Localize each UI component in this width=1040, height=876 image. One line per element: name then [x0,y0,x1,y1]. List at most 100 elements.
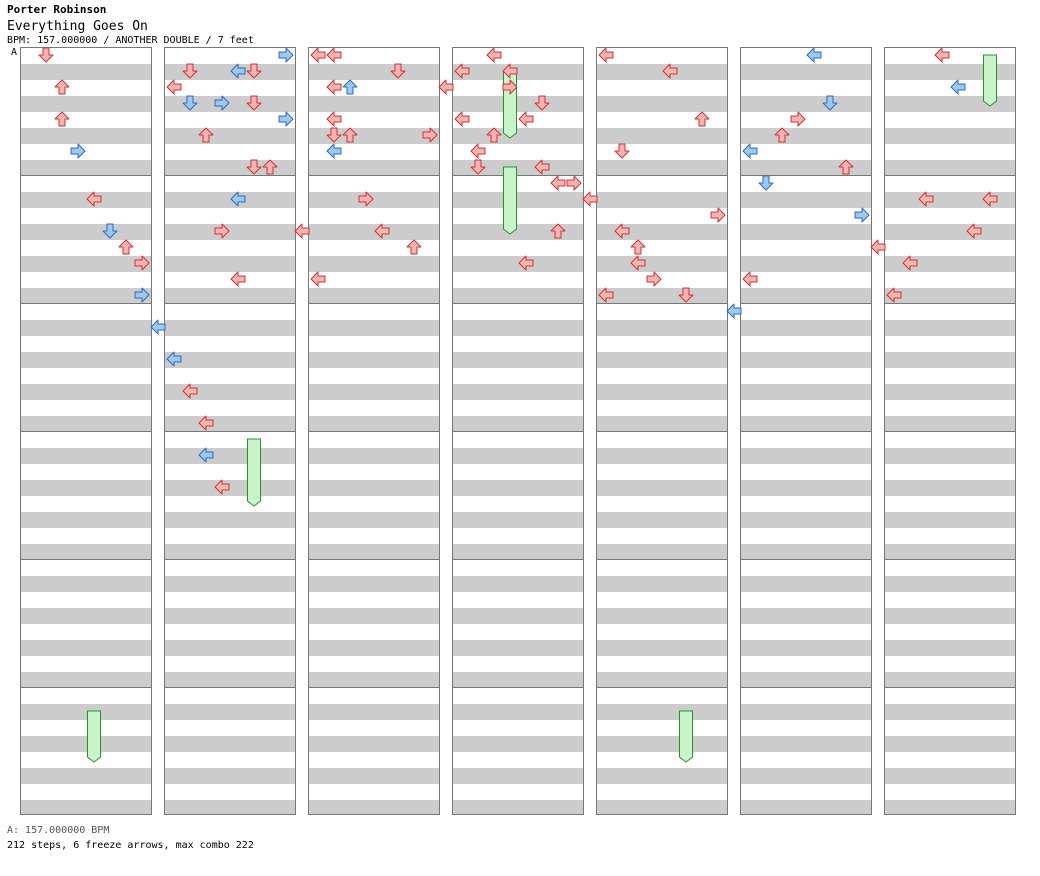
arrow-undefined-icon [550,175,566,191]
arrow-undefined-icon [294,223,310,239]
arrow-left-icon [598,47,614,63]
arrow-undefined-icon [886,287,902,303]
arrow-undefined-icon [326,47,342,63]
arrow-right-icon [710,207,726,223]
arrow-left-icon [310,47,326,63]
chart-column-5 [596,47,728,815]
measure-line [21,303,151,304]
arrow-right-icon [422,127,438,143]
measure-line [597,175,727,176]
arrow-left-icon [518,255,534,271]
arrow-right-icon [790,111,806,127]
measure-line [165,559,295,560]
arrow-up-icon [630,239,646,255]
arrow-undefined-icon [598,287,614,303]
measure-line [885,559,1015,560]
arrow-undefined-icon [918,191,934,207]
arrow-right-icon [646,271,662,287]
freeze-arrow [679,710,693,763]
arrow-up-icon [550,223,566,239]
arrow-undefined-icon [438,79,454,95]
chart-info: BPM: 157.000000 / ANOTHER DOUBLE / 7 fee… [7,35,254,46]
arrow-undefined-icon [310,271,326,287]
arrow-left-icon [374,223,390,239]
arrow-right-icon [854,207,870,223]
arrow-left-icon [86,191,102,207]
arrow-right-icon [134,255,150,271]
measure-line [21,175,151,176]
arrow-right-icon [566,175,582,191]
arrow-down-icon [758,175,774,191]
measure-line [165,687,295,688]
arrow-right-icon [214,223,230,239]
chart-column-3 [308,47,440,815]
measure-line [21,559,151,560]
measure-line [21,431,151,432]
measure-line [741,303,871,304]
measure-line [741,175,871,176]
arrow-down-icon [102,223,118,239]
measure-line [453,559,583,560]
arrow-down-icon [182,95,198,111]
arrow-down-icon [614,143,630,159]
arrow-down-icon [182,63,198,79]
measure-line [741,431,871,432]
chart-column-7 [884,47,1016,815]
arrow-up-icon [198,127,214,143]
arrow-up-icon [342,79,358,95]
freeze-arrow [503,166,517,235]
measure-line [597,559,727,560]
arrow-down-icon [822,95,838,111]
arrow-undefined-icon [966,223,982,239]
arrow-down-icon [678,287,694,303]
arrow-up-icon [262,159,278,175]
arrow-undefined-icon [518,111,534,127]
arrow-right-icon [278,111,294,127]
arrow-down-icon [246,63,262,79]
arrow-undefined-icon [214,479,230,495]
arrow-right-icon [502,79,518,95]
bpm-summary: A: 157.000000 BPM [7,825,110,836]
measure-line [597,431,727,432]
arrow-left-icon [166,79,182,95]
measure-line [885,687,1015,688]
arrow-down-icon [390,63,406,79]
arrow-undefined-icon [502,63,518,79]
measure-line [165,175,295,176]
arrow-right-icon [70,143,86,159]
measure-line [309,175,439,176]
arrow-down-icon [326,127,342,143]
arrow-left-icon [662,63,678,79]
arrow-undefined-icon [630,255,646,271]
arrow-left-icon [806,47,822,63]
measure-line [309,559,439,560]
arrow-up-icon [54,79,70,95]
measure-line [453,175,583,176]
arrow-undefined-icon [726,303,742,319]
arrow-undefined-icon [614,223,630,239]
measure-line [165,303,295,304]
measure-line [453,303,583,304]
arrow-undefined-icon [534,159,550,175]
chart-column-1 [20,47,152,815]
arrow-up-icon [486,127,502,143]
measure-line [453,431,583,432]
freeze-arrow [247,438,261,507]
arrow-up-icon [774,127,790,143]
arrow-undefined-icon [150,319,166,335]
arrow-left-icon [230,63,246,79]
arrow-undefined-icon [934,47,950,63]
bpm-marker: A [11,47,18,58]
measure-line [597,303,727,304]
arrow-up-icon [342,127,358,143]
arrow-down-icon [534,95,550,111]
measure-line [309,687,439,688]
arrow-right-icon [134,287,150,303]
arrow-undefined-icon [166,351,182,367]
arrow-right-icon [358,191,374,207]
arrow-undefined-icon [326,111,342,127]
measure-line [309,303,439,304]
arrow-left-icon [230,191,246,207]
arrow-up-icon [838,159,854,175]
arrow-down-icon [246,159,262,175]
